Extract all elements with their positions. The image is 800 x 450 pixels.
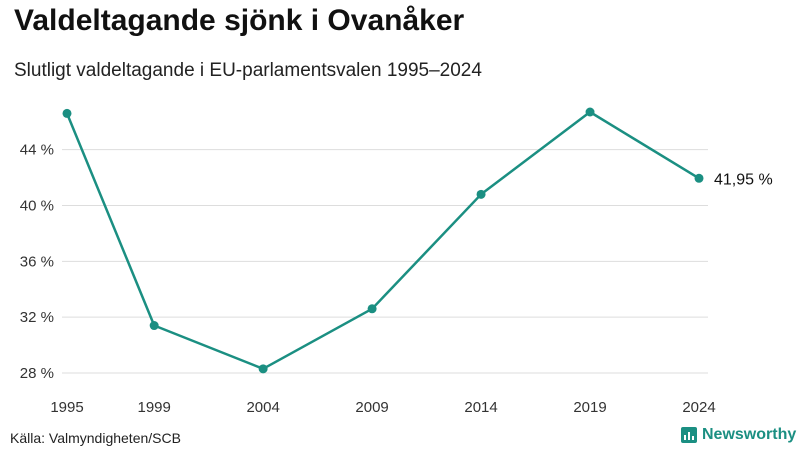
brand-logo: Newsworthy	[681, 426, 796, 444]
data-point	[694, 173, 704, 183]
end-value-label: 41,95 %	[714, 171, 773, 188]
brand-name: Newsworthy	[702, 426, 797, 443]
x-tick-label: 1999	[137, 399, 170, 416]
series-line	[65, 110, 700, 371]
data-point	[585, 107, 595, 117]
data-point	[149, 321, 159, 331]
source-note: Källa: Valmyndigheten/SCB	[10, 430, 181, 446]
y-tick-label: 44 %	[20, 142, 54, 159]
chart-subtitle: Slutligt valdeltagande i EU-parlamentsva…	[14, 60, 482, 81]
y-tick-label: 28 %	[20, 365, 54, 382]
x-tick-label: 2014	[464, 399, 497, 416]
x-tick-label: 1995	[50, 399, 83, 416]
x-tick-label: 2024	[682, 399, 715, 416]
data-point	[62, 108, 72, 118]
y-tick-label: 32 %	[20, 309, 54, 326]
x-tick-label: 2019	[573, 399, 606, 416]
data-point	[476, 189, 486, 199]
y-tick-label: 36 %	[20, 253, 54, 270]
x-tick-label: 2004	[246, 399, 279, 416]
data-point	[367, 304, 377, 314]
chart-title: Valdeltagande sjönk i Ovanåker	[14, 4, 465, 37]
data-point	[258, 364, 268, 374]
x-tick-label: 2009	[355, 399, 388, 416]
bar-chart-icon	[681, 427, 697, 443]
y-tick-label: 40 %	[20, 198, 54, 215]
